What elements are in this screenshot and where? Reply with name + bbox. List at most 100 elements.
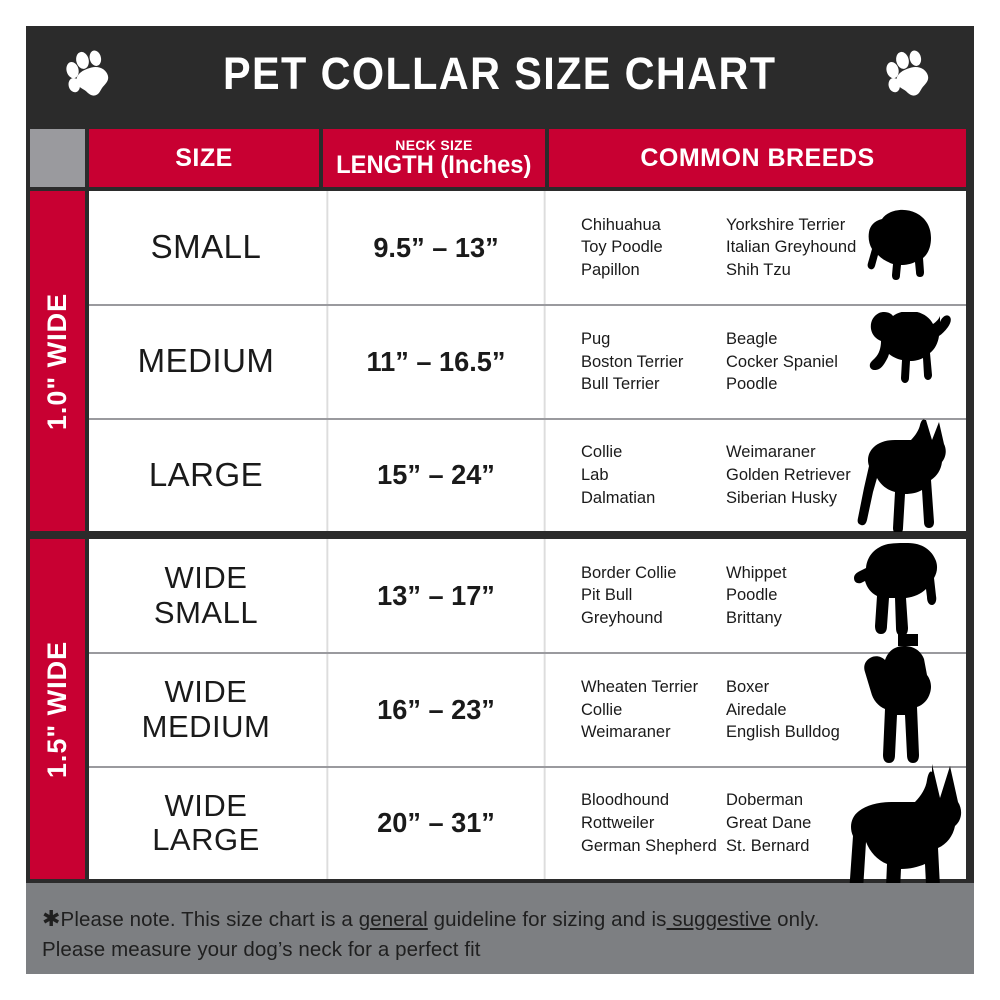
breed-item: Boston Terrier <box>581 352 684 371</box>
column-header-length: NECK SIZE LENGTH (Inches) <box>323 129 545 187</box>
breeds-column-1: Collie Lab Dalmatian <box>581 441 726 509</box>
breed-item: Toy Poodle <box>581 238 663 257</box>
row-size-label: SMALL <box>150 228 262 266</box>
breed-item: German Shepherd <box>581 836 717 855</box>
beagle-silhouette <box>869 312 951 384</box>
row-size-line-2: MEDIUM <box>141 708 271 744</box>
table-row: SMALL 9.5” – 13” Chihuahua Toy Poodle Pa… <box>89 191 966 305</box>
footer-text-a: Please note. This size chart is a <box>60 908 359 931</box>
row-length-value: 9.5” – 13” <box>326 191 546 305</box>
breed-item: Bull Terrier <box>581 375 660 394</box>
breeds-column-1: Pug Boston Terrier Bull Terrier <box>581 328 726 396</box>
breed-item: Collie <box>581 700 623 719</box>
row-size-label: WIDE LARGE <box>89 787 323 858</box>
row-breeds: Wheaten Terrier Collie Weimaraner Boxer … <box>549 634 966 765</box>
breeds-column-1: Wheaten Terrier Collie Weimaraner <box>581 676 726 744</box>
breed-item: Greyhound <box>581 609 663 628</box>
row-length-value: 20” – 31” <box>326 767 546 879</box>
breed-item: Golden Retriever <box>726 465 851 484</box>
row-breeds: Border Collie Pit Bull Greyhound Whippet… <box>549 539 966 652</box>
breed-item: Whippet <box>726 563 787 582</box>
row-size-line-1: WIDE <box>164 787 248 823</box>
row-breeds: Bloodhound Rottweiler German Shepherd Do… <box>549 768 966 879</box>
column-header-size: SIZE <box>89 129 319 187</box>
row-length-value: 15” – 24” <box>326 419 546 531</box>
page-title: PET COLLAR SIZE CHART <box>223 47 777 99</box>
breed-item: Yorkshire Terrier <box>726 215 846 234</box>
row-size-label: MEDIUM <box>137 342 275 380</box>
breed-item: Bloodhound <box>581 791 670 810</box>
footer-text-c: only. <box>771 908 820 931</box>
table-row: MEDIUM 11” – 16.5” Pug Boston Terrier Bu… <box>89 304 966 418</box>
breeds-column-2: Doberman Great Dane St. Bernard <box>726 789 876 857</box>
breed-item: Siberian Husky <box>726 488 837 507</box>
group-label-1-0-wide-text: 1.0" WIDE <box>42 292 72 430</box>
breed-item: Doberman <box>726 791 804 810</box>
footer-line-1: ✱Please note. This size chart is a gener… <box>42 903 960 935</box>
breed-item: Poodle <box>726 586 778 605</box>
group-rows-1-0-wide: SMALL 9.5” – 13” Chihuahua Toy Poodle Pa… <box>89 191 966 532</box>
table-row: LARGE 15” – 24” Collie Lab Dalmatian Wei… <box>89 417 966 532</box>
row-size-line-2: LARGE <box>152 822 260 858</box>
breed-item: Chihuahua <box>581 215 661 234</box>
breed-item: Italian Greyhound <box>726 238 857 257</box>
header-banner: PET COLLAR SIZE CHART <box>26 26 974 121</box>
table-row: WIDE MEDIUM 16” – 23” Wheaten Terrier Co… <box>89 634 966 766</box>
small-fluffy-dog-silhouette <box>867 209 931 280</box>
breed-item: English Bulldog <box>726 723 840 742</box>
breeds-column-1: Bloodhound Rottweiler German Shepherd <box>581 789 726 857</box>
breed-item: Poodle <box>726 375 778 394</box>
shepherd-silhouette <box>857 418 946 532</box>
breed-item: Dalmatian <box>581 488 656 507</box>
row-breeds: Pug Boston Terrier Bull Terrier Beagle C… <box>549 306 966 417</box>
paw-print-icon <box>66 50 109 96</box>
breed-item: Border Collie <box>581 563 677 582</box>
breed-item: Beagle <box>726 329 778 348</box>
boxer-silhouette <box>864 634 931 764</box>
table-row: WIDE SMALL 13” – 17” Border Collie Pit B… <box>89 539 966 653</box>
group-label-1-5-wide: 1.5" WIDE <box>30 539 85 879</box>
breed-item: Papillon <box>581 261 640 280</box>
group-label-1-5-wide-text: 1.5" WIDE <box>42 640 72 778</box>
breeds-column-2: Beagle Cocker Spaniel Poodle <box>726 328 876 396</box>
column-header-breeds-label: COMMON BREEDS <box>640 143 875 172</box>
footer-text-b: guideline for sizing and is <box>427 908 667 931</box>
footer-underline-suggestive: suggestive <box>666 908 772 931</box>
row-length-value: 11” – 16.5” <box>326 306 546 418</box>
breeds-column-2: Weimaraner Golden Retriever Siberian Hus… <box>726 441 876 509</box>
size-table: SIZE NECK SIZE LENGTH (Inches) COMMON BR… <box>26 121 974 883</box>
breeds-column-2: Whippet Poodle Brittany <box>726 562 876 630</box>
group-rows-1-5-wide: WIDE SMALL 13” – 17” Border Collie Pit B… <box>89 539 966 879</box>
footer-underline-general: general <box>358 908 428 931</box>
bulldog-silhouette <box>854 543 938 636</box>
row-length-value: 16” – 23” <box>326 654 546 766</box>
breed-item: Weimaraner <box>581 723 671 742</box>
breed-item: Pug <box>581 329 611 348</box>
row-breeds: Collie Lab Dalmatian Weimaraner Golden R… <box>549 418 966 532</box>
column-header-length-sublabel: NECK SIZE <box>395 137 473 153</box>
column-header-length-label: LENGTH (Inches) <box>336 151 532 179</box>
breed-item: Great Dane <box>726 813 812 832</box>
breed-item: Brittany <box>726 609 782 628</box>
group-label-1-0-wide: 1.0" WIDE <box>30 191 85 531</box>
row-size-line-2: SMALL <box>153 594 259 630</box>
row-size-label: WIDE MEDIUM <box>89 674 323 744</box>
breed-item: Pit Bull <box>581 586 633 605</box>
breed-item: Lab <box>581 465 609 484</box>
breed-item: Shih Tzu <box>726 261 791 280</box>
breed-item: Weimaraner <box>726 443 816 462</box>
breeds-column-2: Boxer Airedale English Bulldog <box>726 676 876 744</box>
table-corner-cell <box>30 129 85 187</box>
table-row: WIDE LARGE 20” – 31” Bloodhound Rottweil… <box>89 765 966 879</box>
breed-item: Wheaten Terrier <box>581 677 699 696</box>
breed-item: Rottweiler <box>581 813 655 832</box>
row-size-line-1: WIDE <box>164 559 248 595</box>
breed-item: Collie <box>581 443 623 462</box>
column-header-size-label: SIZE <box>175 143 233 172</box>
breeds-column-1: Chihuahua Toy Poodle Papillon <box>581 214 726 282</box>
asterisk-icon: ✱ <box>42 906 61 931</box>
breed-item: Airedale <box>726 700 787 719</box>
column-header-breeds: COMMON BREEDS <box>549 129 966 187</box>
row-size-label: WIDE SMALL <box>89 559 323 630</box>
